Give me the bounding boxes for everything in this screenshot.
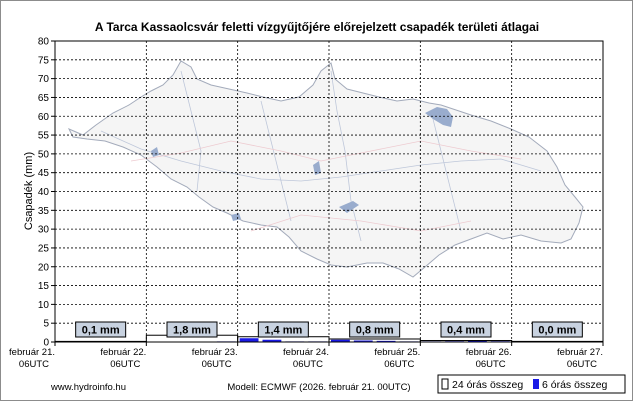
lake-5 [231, 213, 241, 221]
lake-3 [313, 161, 321, 175]
six-hour-bar [468, 340, 487, 342]
daily-total-label: 0,1 mm [82, 325, 120, 337]
y-tick-label: 15 [38, 281, 50, 292]
y-tick-label: 20 [38, 262, 50, 273]
y-tick-label: 40 [38, 187, 50, 198]
x-tick-label: február 24. [283, 347, 329, 358]
daily-total-label: 1,8 mm [173, 325, 211, 337]
legend-label-6h: 6 órás összeg [542, 379, 608, 391]
y-tick-label: 65 [38, 93, 50, 104]
x-tick-label: február 21. [9, 347, 55, 358]
grid-lines [54, 40, 604, 343]
daily-label-box [531, 321, 583, 338]
daily-bar [54, 340, 147, 343]
y-tick-label: 5 [43, 319, 49, 330]
six-hour-bar [376, 340, 396, 342]
daily-total-label: 0,4 mm [447, 325, 485, 337]
footer-source: www.hydroinfo.hu [50, 382, 126, 393]
watershed-outline [67, 60, 584, 278]
y-tick-label: 35 [38, 206, 50, 217]
daily-total-label: 1,4 mm [264, 325, 302, 337]
six-hour-bar [239, 338, 259, 342]
y-tick-label: 70 [38, 74, 50, 85]
y-tick-label: 60 [38, 112, 50, 123]
legend-swatch-6h [533, 379, 539, 389]
daily-label-box [349, 321, 401, 338]
x-tick-label: február 25. [374, 347, 420, 358]
x-tick-label: 06UTC [567, 359, 597, 370]
y-tick-label: 45 [38, 168, 50, 179]
y-tick-label: 30 [38, 225, 50, 236]
y-tick-label: 50 [38, 149, 50, 160]
y-axis: 0 5 10 15 20 25 30 35 40 45 50 55 60 65 70 75 80 [38, 37, 55, 349]
six-hour-bar [353, 340, 373, 342]
legend-swatch-24h [441, 378, 449, 390]
daily-total-labels: 0,1 mm 1,8 mm 1,4 mm 0,8 mm 0,4 mm 0,0 mm [75, 321, 583, 338]
x-tick-label: 06UTC [384, 359, 414, 370]
y-axis-label: Csapadék (mm) [23, 152, 35, 230]
x-tick-label: február 22. [100, 347, 146, 358]
daily-label-box [166, 321, 218, 338]
daily-bar [511, 340, 604, 343]
river-network [100, 70, 542, 242]
six-hour-bar [262, 339, 282, 342]
x-tick-label: 06UTC [476, 359, 506, 370]
x-tick-label: 06UTC [19, 359, 49, 370]
chart-title: A Tarca Kassaolcsvár feletti vízgyűjtőjé… [95, 20, 539, 34]
footer-model: Modell: ECMWF (2026. február 21. 00UTC) [227, 382, 410, 393]
daily-label-box [257, 321, 309, 338]
legend-frame [437, 374, 626, 394]
daily-total-label: 0,8 mm [356, 325, 394, 337]
x-tick-label: 06UTC [110, 359, 140, 370]
watershed-map-background [67, 60, 584, 278]
y-tick-label: 25 [38, 243, 50, 254]
y-tick-label: 75 [38, 55, 50, 66]
daily-label-box [440, 321, 492, 338]
daily-label-box [75, 321, 127, 338]
lake-1 [425, 107, 453, 127]
y-tick-label: 80 [38, 37, 50, 48]
x-tick-label: 06UTC [202, 359, 232, 370]
x-tick-label: 06UTC [293, 359, 323, 370]
legend-label-24h: 24 órás összeg [452, 379, 523, 391]
x-tick-label: február 27. [557, 347, 603, 358]
six-hour-bar [331, 339, 350, 342]
daily-total-label: 0,0 mm [538, 325, 576, 337]
y-tick-label: 10 [38, 300, 50, 311]
legend: 24 órás összeg 6 órás összeg [437, 374, 626, 394]
daily-bars [54, 334, 604, 343]
y-tick-label: 0 [43, 338, 49, 349]
x-tick-label: február 23. [192, 347, 238, 358]
lake-4 [151, 147, 159, 157]
road-network [130, 140, 522, 232]
y-tick-label: 55 [38, 131, 50, 142]
x-tick-label: február 26. [466, 347, 512, 358]
